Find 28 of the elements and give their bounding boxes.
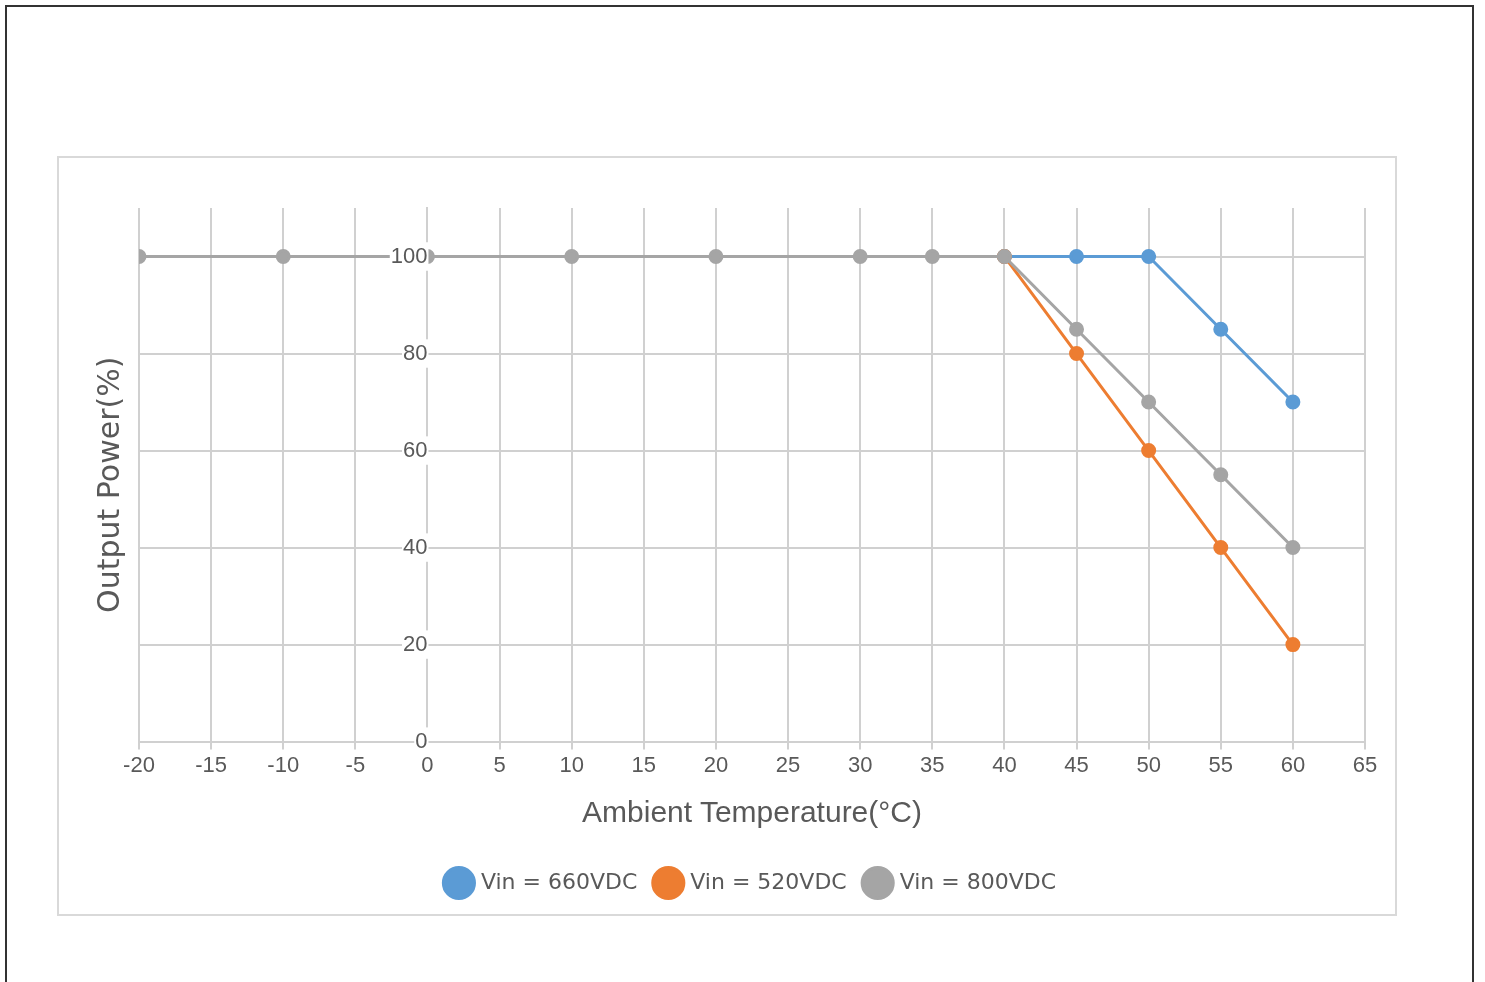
x-tick-label: -20 bbox=[123, 751, 155, 777]
legend-label: Vin = 660VDC bbox=[480, 868, 638, 894]
y-axis-title: Output Power(%) bbox=[90, 356, 126, 613]
y-tick-label: 20 bbox=[402, 630, 428, 656]
x-tick-label: 15 bbox=[631, 751, 657, 777]
x-tick-label: 20 bbox=[703, 751, 729, 777]
y-tick-label: 60 bbox=[402, 436, 428, 462]
x-tick-label: 5 bbox=[493, 751, 506, 777]
x-tick-label: 60 bbox=[1280, 751, 1306, 777]
x-tick-label: 25 bbox=[775, 751, 801, 777]
y-tick-label: 40 bbox=[402, 533, 428, 559]
x-tick-label: 35 bbox=[920, 751, 945, 777]
x-tick-label: -5 bbox=[345, 751, 366, 777]
x-tick-label: 40 bbox=[992, 751, 1017, 777]
y-tick-label: 100 bbox=[390, 242, 428, 268]
legend-label: Vin = 520VDC bbox=[690, 868, 847, 894]
x-tick-label: 10 bbox=[559, 751, 584, 777]
y-tick-label: 80 bbox=[402, 339, 428, 365]
x-tick-label: 55 bbox=[1208, 751, 1234, 777]
x-tick-label: -15 bbox=[195, 751, 228, 777]
legend-label: Vin = 800VDC bbox=[899, 868, 1057, 894]
x-tick-label: -10 bbox=[267, 751, 300, 777]
x-tick-label: 50 bbox=[1136, 751, 1161, 777]
y-tick-label: 0 bbox=[415, 727, 428, 753]
x-axis-title: Ambient Temperature(°C) bbox=[582, 795, 922, 829]
x-tick-label: 45 bbox=[1064, 751, 1089, 777]
x-tick-label: 30 bbox=[847, 751, 873, 777]
x-tick-label: 65 bbox=[1352, 751, 1378, 777]
